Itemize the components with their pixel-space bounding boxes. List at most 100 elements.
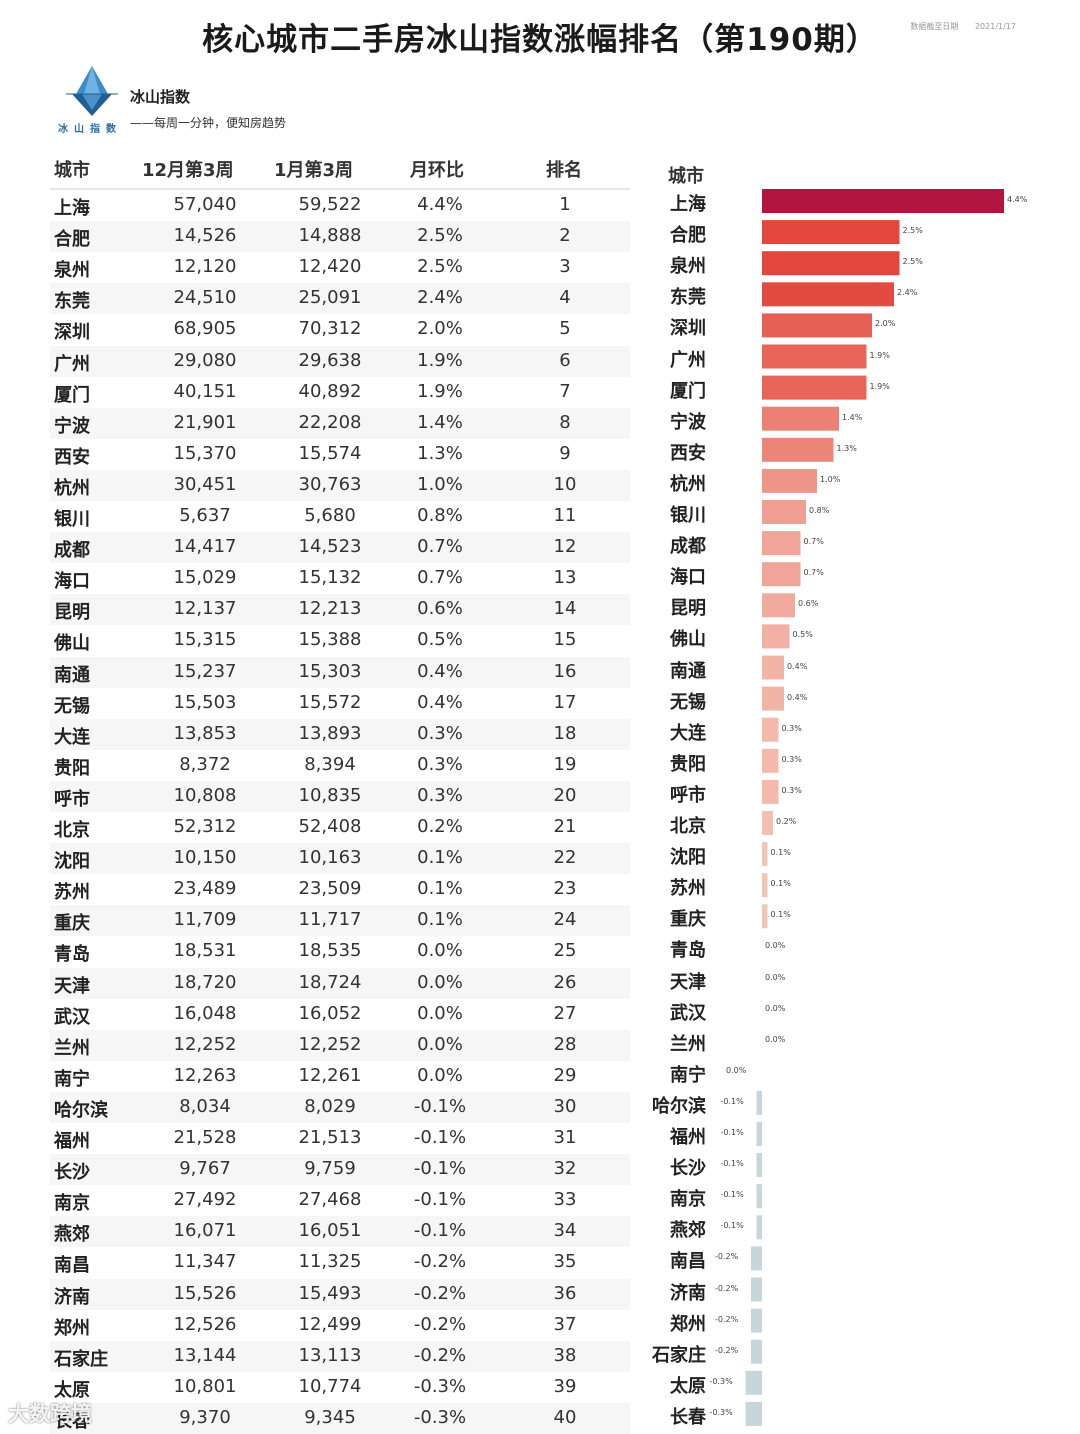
bar-category-label: 呼市 — [670, 784, 706, 806]
table-row: 东莞 24,510 25,091 2.4% 4 — [50, 283, 630, 315]
bar-category-label: 成都 — [670, 536, 706, 558]
city-cell: 燕郊 — [54, 1224, 90, 1246]
rank-cell: 12 — [553, 536, 577, 558]
jan-week3-cell: 15,303 — [298, 660, 362, 682]
dec-week3-cell: 14,417 — [173, 536, 237, 558]
mom-cell: 4.4% — [417, 194, 463, 215]
date-note-label: 数据截至日期 — [910, 22, 959, 31]
jan-week3-cell: 30,763 — [298, 473, 362, 495]
city-cell: 哈尔滨 — [54, 1099, 108, 1121]
bar — [762, 811, 773, 835]
mom-cell: 2.5% — [417, 256, 463, 278]
table-row: 太原 10,801 10,774 -0.3% 39 — [50, 1372, 630, 1403]
bar — [762, 220, 900, 245]
bar — [756, 1215, 762, 1240]
rank-cell: 24 — [553, 909, 577, 931]
rank-cell: 11 — [553, 505, 577, 526]
city-cell: 大连 — [54, 726, 90, 748]
jan-week3-cell: 23,509 — [298, 878, 362, 900]
rank-cell: 14 — [553, 598, 577, 620]
jan-week3-cell: 10,163 — [298, 847, 362, 869]
dec-week3-cell: 29,080 — [173, 349, 237, 371]
bar — [745, 1370, 762, 1395]
mom-cell: -0.1% — [413, 1189, 467, 1211]
mom-cell: 0.4% — [417, 691, 463, 713]
bar-category-label: 厦门 — [670, 380, 706, 402]
mom-cell: 1.3% — [417, 442, 463, 464]
bar-value-label: -0.3% — [709, 1376, 733, 1386]
city-cell: 昆明 — [54, 602, 90, 624]
bar-value-label: -0.2% — [715, 1314, 739, 1324]
jan-week3-cell: 18,535 — [298, 940, 362, 962]
bar-value-label: 0.0% — [765, 972, 786, 982]
rank-cell: 2 — [559, 225, 571, 247]
rank-cell: 32 — [553, 1158, 577, 1180]
table-row: 石家庄 13,144 13,113 -0.2% 38 — [50, 1340, 630, 1372]
table-row: 南宁 12,263 12,261 0.0% 29 — [50, 1061, 630, 1092]
bar — [762, 873, 768, 898]
bar-category-label: 合肥 — [670, 225, 706, 247]
mom-cell: -0.1% — [413, 1127, 467, 1148]
rank-cell: 36 — [553, 1282, 577, 1304]
table-row: 厦门 40,151 40,892 1.9% 7 — [50, 377, 630, 408]
mom-cell: -0.1% — [413, 1158, 467, 1180]
bar-value-label: 0.1% — [770, 910, 791, 920]
bar-category-label: 佛山 — [670, 629, 706, 651]
bar — [762, 437, 834, 462]
dec-week3-cell: 12,120 — [173, 256, 237, 278]
bar — [762, 468, 817, 493]
header-rank: 排名 — [546, 160, 582, 181]
table-header: 城市 12月第3周 1月第3周 月环比 排名 — [50, 150, 630, 190]
city-cell: 兰州 — [54, 1037, 90, 1059]
bar-category-label: 深圳 — [670, 318, 706, 340]
rank-cell: 34 — [553, 1220, 577, 1242]
rank-cell: 5 — [559, 318, 571, 340]
city-cell: 上海 — [54, 198, 90, 219]
city-cell: 青岛 — [54, 944, 90, 966]
bar-value-label: 1.9% — [869, 381, 890, 391]
city-cell: 泉州 — [54, 260, 90, 282]
bar — [762, 313, 872, 338]
table-row: 昆明 12,137 12,213 0.6% 14 — [50, 594, 630, 626]
mom-cell: 0.1% — [417, 847, 463, 869]
jan-week3-cell: 10,774 — [298, 1375, 362, 1397]
table-row: 广州 29,080 29,638 1.9% 6 — [50, 345, 630, 377]
dec-week3-cell: 13,853 — [173, 722, 237, 744]
mom-cell: 0.4% — [417, 660, 463, 682]
jan-week3-cell: 12,499 — [298, 1313, 362, 1335]
table-row: 成都 14,417 14,523 0.7% 12 — [50, 532, 630, 564]
rank-cell: 29 — [553, 1064, 577, 1086]
bar-value-label: 0.1% — [770, 848, 791, 858]
table-row: 大连 13,853 13,893 0.3% 18 — [50, 718, 630, 750]
city-cell: 济南 — [54, 1286, 90, 1308]
mom-cell: 0.1% — [417, 909, 463, 931]
jan-week3-cell: 25,091 — [298, 287, 362, 309]
rank-cell: 1 — [559, 194, 571, 215]
table-row: 北京 52,312 52,408 0.2% 21 — [50, 812, 630, 843]
table-row: 西安 15,370 15,574 1.3% 9 — [50, 439, 630, 470]
city-cell: 长沙 — [54, 1162, 90, 1184]
mom-cell: 0.0% — [417, 971, 463, 993]
bar-value-label: 0.0% — [726, 1065, 747, 1075]
jan-week3-cell: 15,493 — [298, 1282, 362, 1304]
table-row: 上海 57,040 59,522 4.4% 1 — [50, 190, 630, 221]
header-mom: 月环比 — [410, 160, 464, 181]
bar — [762, 842, 768, 867]
dec-week3-cell: 68,905 — [173, 318, 237, 340]
jan-week3-cell: 12,252 — [298, 1033, 362, 1055]
dec-week3-cell: 18,531 — [173, 940, 237, 962]
header-jan-week3: 1月第3周 — [274, 160, 354, 181]
rank-cell: 8 — [559, 411, 571, 433]
jan-week3-cell: 9,345 — [304, 1406, 356, 1428]
mom-cell: -0.2% — [413, 1251, 467, 1273]
mom-cell: 1.0% — [417, 473, 463, 495]
rank-cell: 35 — [553, 1251, 577, 1273]
jan-week3-cell: 14,888 — [298, 225, 362, 247]
bar-value-label: 1.3% — [836, 443, 857, 453]
mom-cell: 2.0% — [417, 318, 463, 340]
dec-week3-cell: 10,150 — [173, 847, 237, 869]
bar-value-label: 4.4% — [1007, 195, 1028, 204]
header-dec-week3: 12月第3周 — [142, 160, 234, 181]
bar — [762, 251, 900, 276]
bar-value-label: 0.0% — [765, 1034, 786, 1044]
